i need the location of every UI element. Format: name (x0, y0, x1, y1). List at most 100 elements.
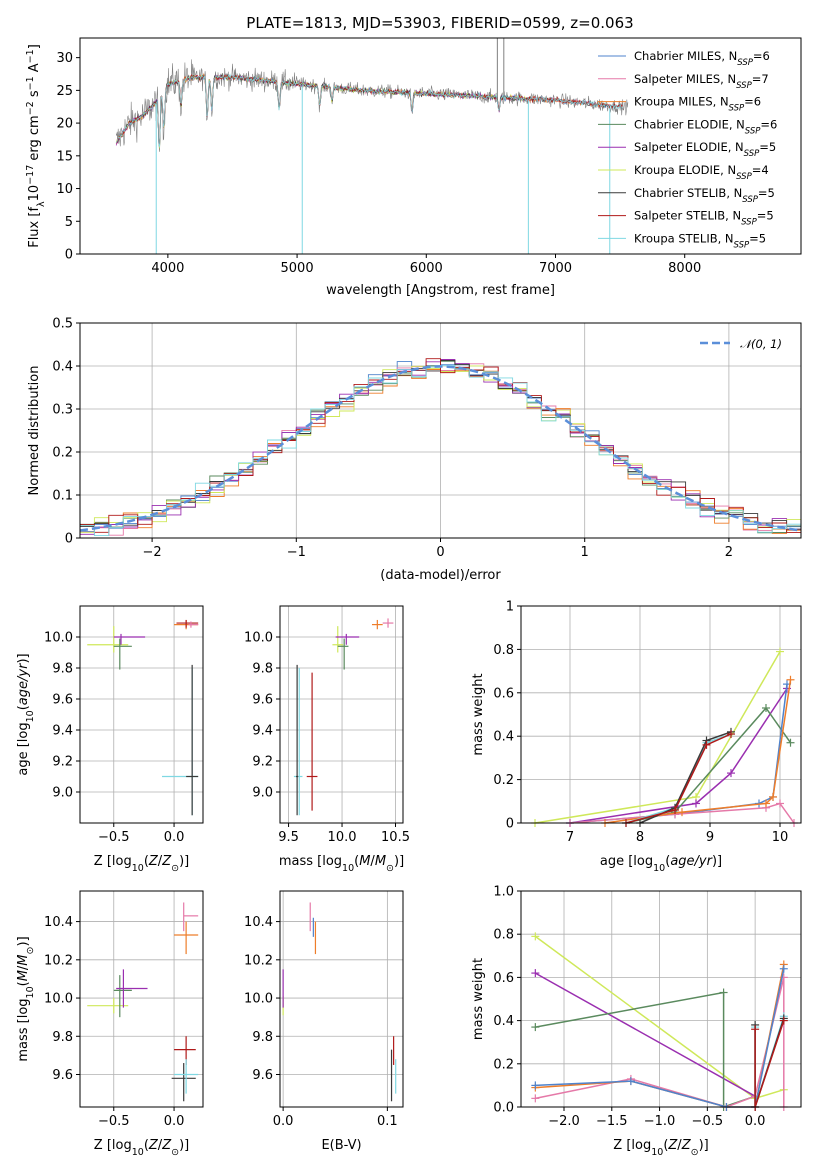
x-tick-label: 0.0 (273, 1114, 294, 1129)
x-tick-label: 0 (436, 545, 444, 560)
x-tick-label: 8000 (668, 261, 701, 276)
errorbar-series-mass_vs_Z (87, 902, 199, 1102)
axes-age_vs_Z: −0.5 0.0 9.0 9.2 9.4 9.6 9.8 10.0 (44, 606, 203, 845)
x-tick-label: −1.5 (596, 1114, 628, 1129)
y-tick-label: 9.6 (52, 1068, 73, 1083)
weight-line-salpeter-elodie (534, 972, 756, 1097)
y-tick-label: 9.6 (252, 693, 273, 708)
model-spectrum-chabrier-miles (115, 74, 610, 148)
y-tick-label: 10.2 (244, 953, 273, 968)
y-tick-label: 15 (56, 149, 73, 164)
y-tick-label: 1.0 (493, 885, 514, 900)
x-axis-label: mass [log10(M/M⊙)] (279, 854, 404, 874)
spectrum-frame (79, 37, 802, 255)
legend-label: Salpeter STELIB, NSSP=5 (634, 209, 774, 228)
x-tick-label: 9 (706, 830, 714, 845)
x-tick-label: −1.0 (644, 1114, 676, 1129)
x-tick-label: 7000 (539, 261, 572, 276)
mass_vs_ebv-frame (279, 890, 404, 1108)
axes-age_vs_mass: 9.5 10.0 10.5 9.0 9.2 9.4 9.6 9.8 10.0 (244, 606, 410, 845)
x-tick-label: 8 (636, 830, 644, 845)
x-axis-label: Z [log10(Z/Z⊙)] (613, 1138, 708, 1158)
y-tick-label: 10.4 (244, 915, 273, 930)
weight-line-kroupa-elodie (534, 651, 781, 824)
y-tick-label: 10.4 (44, 915, 73, 930)
model-spectrum-chabrier-stelib (116, 73, 623, 145)
model-spectrum-salpeter-miles (115, 73, 610, 146)
y-tick-label: 5 (65, 215, 73, 230)
x-tick-label: 1 (581, 545, 589, 560)
x-axis-label: Z [log10(Z/Z⊙)] (94, 854, 189, 874)
y-tick-label: 9.6 (52, 693, 73, 708)
x-tick-label: 7 (566, 830, 574, 845)
y-tick-label: 0.4 (493, 730, 514, 745)
y-tick-label: 0.4 (493, 1014, 514, 1029)
y-tick-label: 9.8 (52, 662, 73, 677)
y-axis-label: mass weight (471, 958, 486, 1040)
y-tick-label: 0.5 (52, 317, 73, 332)
weight-line-chabrier-elodie (535, 991, 756, 1109)
weight-line-chabrier-elodie (625, 706, 792, 824)
legend-label: Chabrier ELODIE, NSSP=6 (634, 117, 777, 136)
histogram-series (79, 358, 802, 537)
legend-label: Chabrier MILES, NSSP=6 (634, 49, 770, 68)
y-tick-label: 0.8 (493, 928, 514, 943)
y-axis-label: age [log10(age/yr)] (16, 653, 36, 775)
normal-curve (79, 365, 802, 532)
y-tick-label: 9.2 (52, 755, 73, 770)
weight-line-salpeter-elodie (569, 688, 788, 824)
axes-residuals: −2 −1 0 1 2 0 0.1 0.2 0.3 0.4 0.5 (52, 317, 801, 560)
y-tick-label: 10.0 (44, 992, 73, 1007)
x-tick-label: −2.0 (548, 1114, 580, 1129)
y-tick-label: 0.4 (52, 360, 73, 375)
observed-spectrum (115, 59, 629, 152)
x-tick-label: −0.5 (98, 1114, 130, 1129)
x-axis-label: (data-model)/error (380, 568, 501, 583)
errorbar-series-age_vs_Z (87, 619, 199, 816)
y-tick-label: 0.8 (493, 643, 514, 658)
y-tick-label: 1 (506, 600, 514, 615)
y-tick-label: 0 (65, 532, 73, 547)
legend-label: Kroupa ELODIE, NSSP=4 (634, 163, 769, 182)
y-tick-label: 10.0 (244, 631, 273, 646)
x-axis-label: age [log10(age/yr)] (600, 854, 722, 874)
weight-line-salpeter-stelib (625, 733, 732, 824)
mass_vs_Z-frame (79, 890, 204, 1108)
y-tick-label: 9.4 (52, 724, 73, 739)
legend-label: Salpeter ELODIE, NSSP=5 (634, 140, 776, 159)
weight-series-weight_vs_age (531, 647, 798, 827)
x-tick-label: 2 (725, 545, 733, 560)
legend-label: Kroupa MILES, NSSP=6 (634, 95, 761, 114)
y-tick-label: 9.8 (252, 1030, 273, 1045)
x-tick-label: 0.0 (164, 1114, 185, 1129)
x-tick-label: −0.5 (692, 1114, 724, 1129)
x-tick-label: 0.0 (164, 830, 185, 845)
y-tick-label: 9.2 (252, 755, 273, 770)
y-axis-label: mass [log10(M/M⊙)] (16, 936, 36, 1061)
legend-label: Salpeter MILES, NSSP=7 (634, 72, 769, 91)
chart-title: PLATE=1813, MJD=53903, FIBERID=0599, z=0… (246, 14, 633, 32)
x-tick-label: 5000 (281, 261, 314, 276)
age_vs_mass-frame (279, 605, 404, 824)
x-tick-label: 10 (772, 830, 789, 845)
y-tick-label: 10.2 (44, 953, 73, 968)
y-axis-label: Normed distribution (27, 366, 42, 496)
x-tick-label: 10.5 (381, 830, 410, 845)
spectrum-series (115, 38, 629, 254)
x-tick-label: 9.5 (278, 830, 299, 845)
x-tick-label: 6000 (410, 261, 443, 276)
y-tick-label: 9.4 (252, 724, 273, 739)
y-axis-label: mass weight (471, 673, 486, 755)
x-tick-label: −2 (143, 545, 162, 560)
x-tick-label: 4000 (151, 261, 184, 276)
y-tick-label: 0.1 (52, 489, 73, 504)
errorbar-series-age_vs_mass (293, 618, 394, 816)
y-tick-label: 0.2 (52, 446, 73, 461)
legend-label: 𝒩(0, 1) (740, 337, 782, 351)
weight_vs_age-frame (520, 605, 802, 824)
y-tick-label: 0 (65, 248, 73, 263)
y-tick-label: 0.2 (493, 1057, 514, 1072)
legend-label: Kroupa STELIB, NSSP=5 (634, 231, 766, 250)
